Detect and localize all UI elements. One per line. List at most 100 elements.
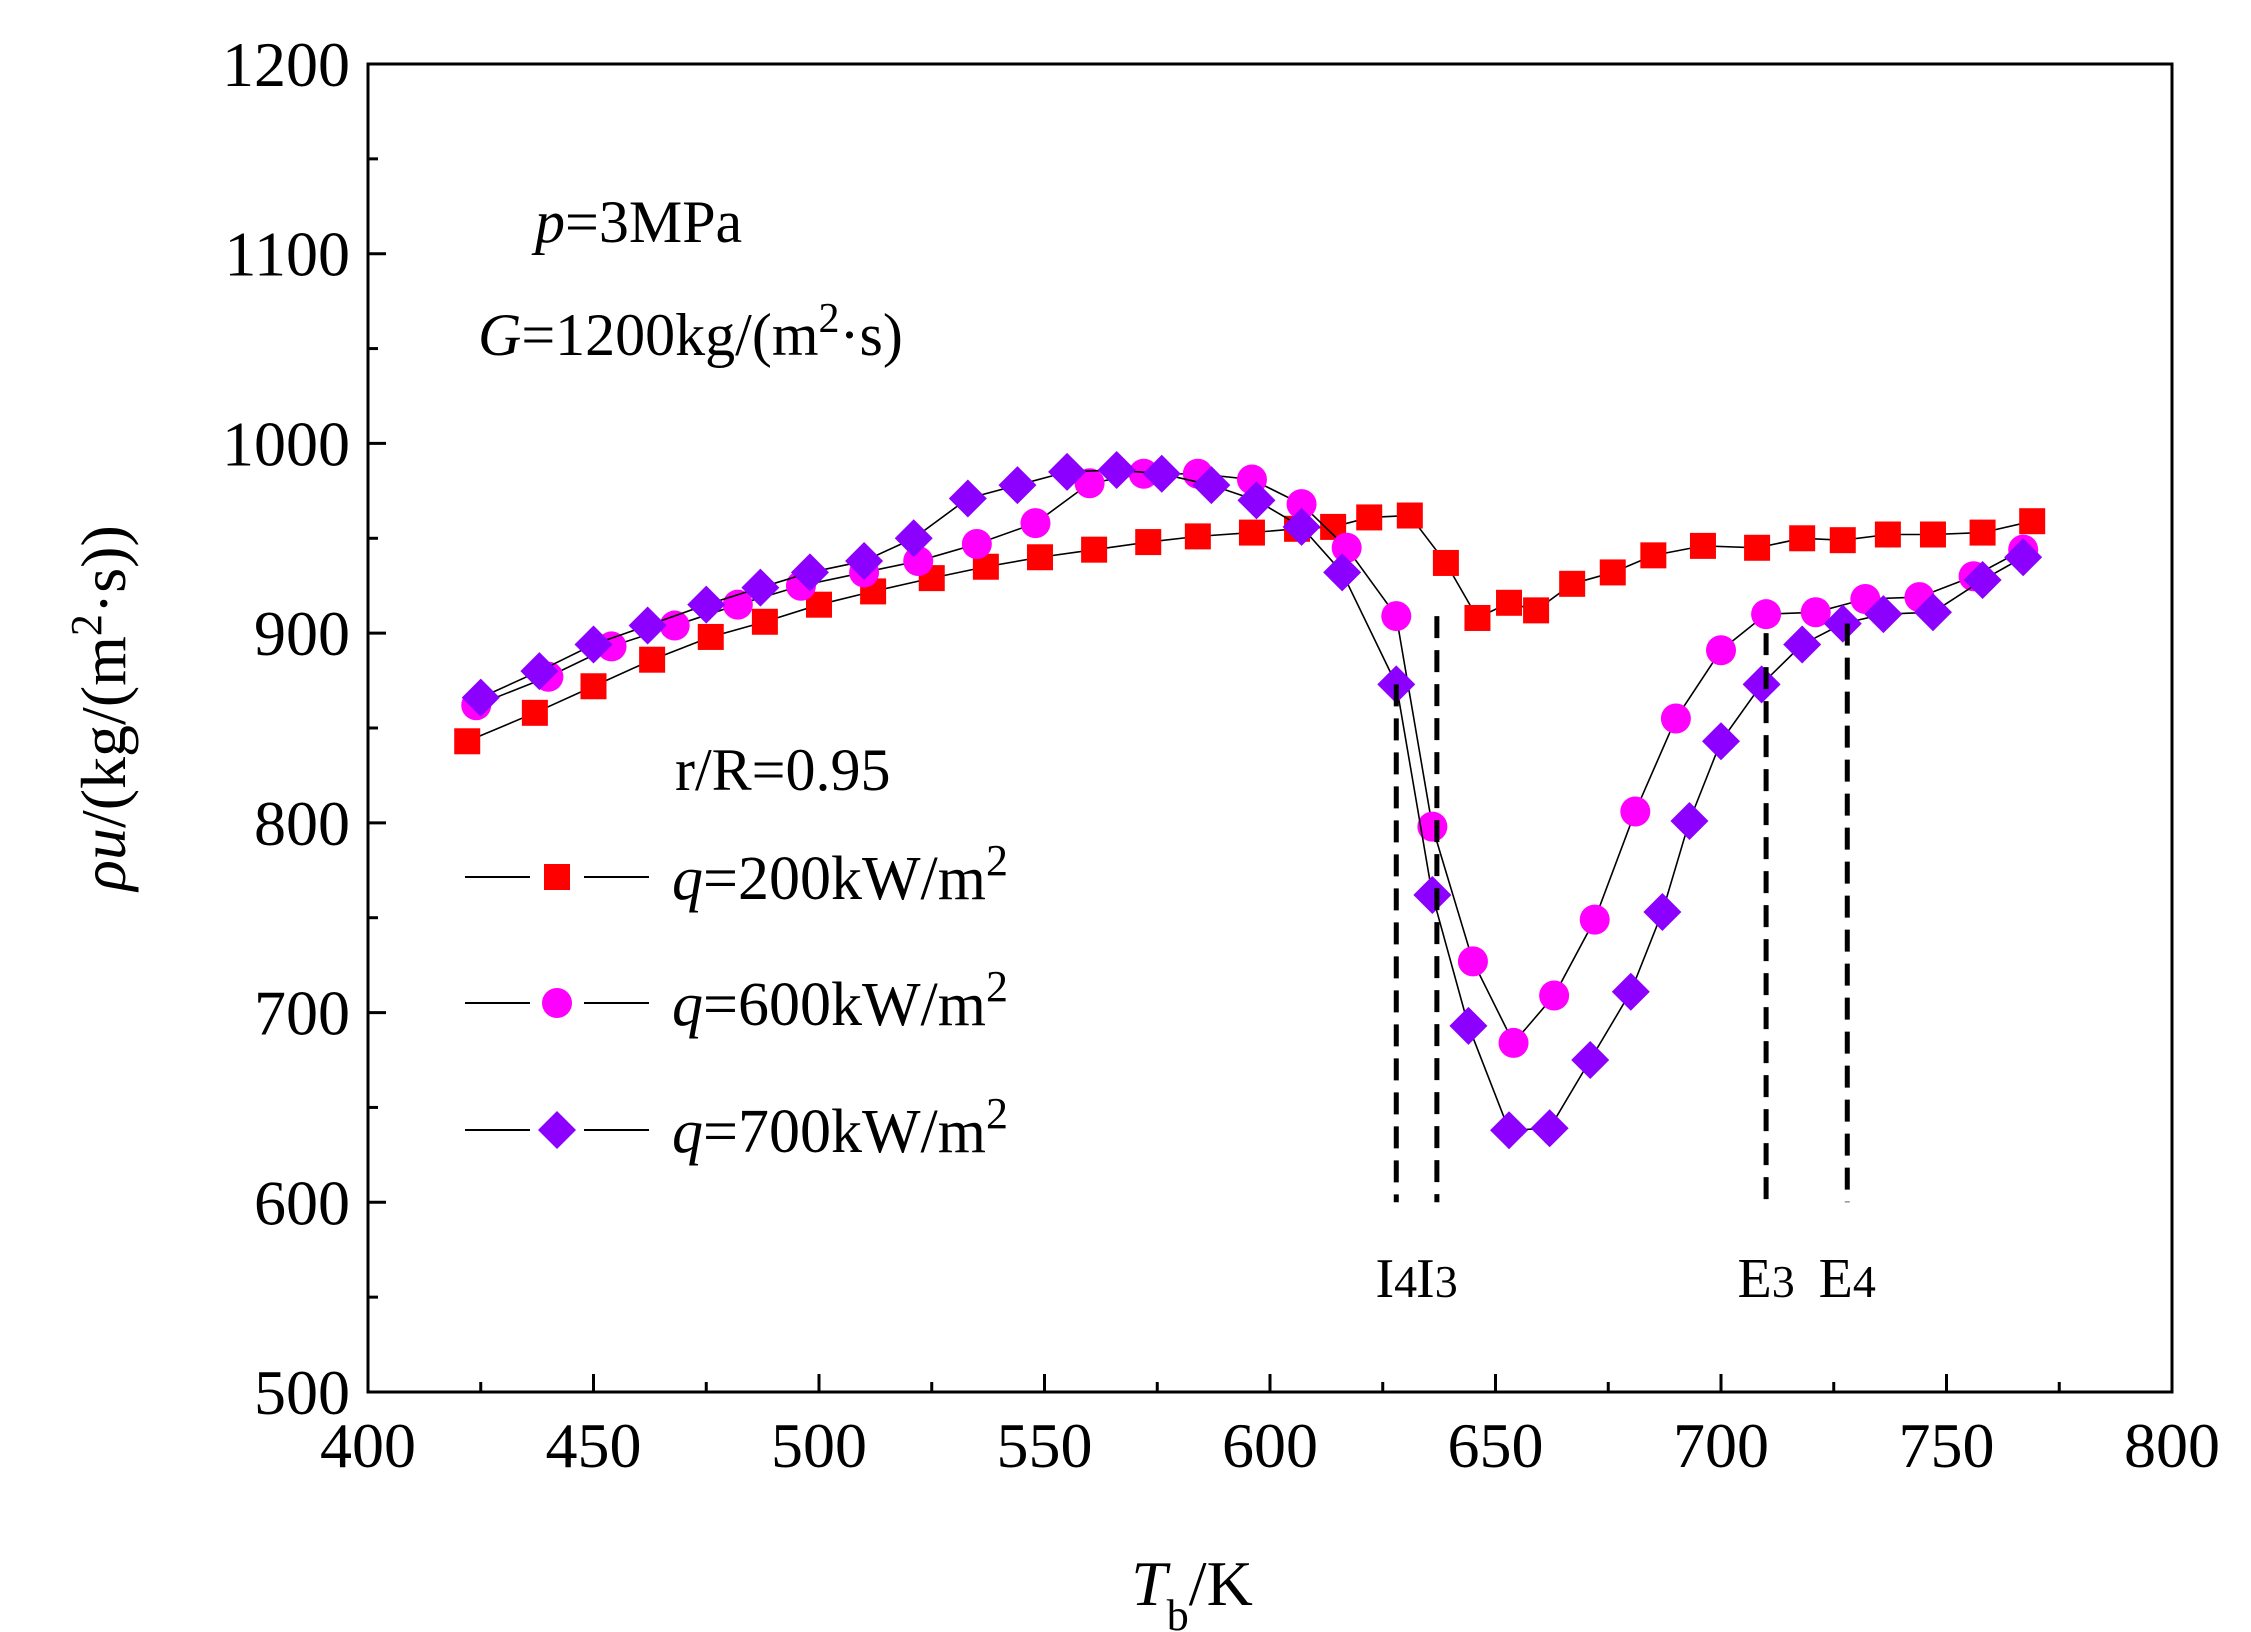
data-point <box>628 606 667 645</box>
y-tick-label: 1200 <box>222 29 350 100</box>
data-point <box>1670 801 1709 840</box>
data-point <box>1530 1109 1569 1148</box>
data-point <box>1323 553 1362 592</box>
legend-marker <box>544 864 570 890</box>
y-tick-label: 600 <box>254 1167 350 1238</box>
y-axis-title: ρu/(kg/(m2·s)) <box>62 525 140 893</box>
data-point <box>1237 481 1276 520</box>
data-point <box>2004 538 2043 577</box>
data-point <box>1498 1027 1529 1058</box>
data-point <box>1559 570 1586 597</box>
x-tick-label: 750 <box>1899 1410 1995 1481</box>
mass-flux-sup: 2 <box>819 296 840 342</box>
x-tick-label: 800 <box>2124 1410 2220 1481</box>
data-point <box>1081 536 1108 563</box>
x-tick-label: 650 <box>1448 1410 1544 1481</box>
series-square <box>454 502 2046 755</box>
mass-flux-tail: ·s) <box>840 302 903 368</box>
y-tick-label: 700 <box>254 978 350 1049</box>
data-point <box>1238 519 1265 546</box>
data-point <box>1823 604 1862 643</box>
radius-annotation: r/R=0.95 <box>675 737 891 803</box>
x-tick-label: 400 <box>320 1410 416 1481</box>
data-point <box>1413 875 1452 914</box>
pressure-annotation: p=3MPa <box>531 189 742 255</box>
mass-flux-annotation: G=1200kg/(m2·s) <box>478 296 903 368</box>
data-point <box>1490 1111 1529 1150</box>
tick-labels: 400 450 500 550 600 650 700 750 800 500 600 700 800 9… <box>222 29 2220 1481</box>
data-point <box>1702 722 1740 761</box>
y-tick-label: 900 <box>254 598 350 669</box>
data-point <box>1689 532 1716 559</box>
data-point <box>790 553 829 592</box>
data-point <box>1396 502 1423 529</box>
legend-label: q=600kW/m2 <box>672 962 1008 1040</box>
data-point <box>1048 452 1087 491</box>
y-axis-sup: 2 <box>62 614 111 636</box>
data-point <box>454 728 481 755</box>
legend-label: q=700kW/m2 <box>672 1089 1008 1167</box>
data-point <box>1599 559 1626 586</box>
data-point <box>1829 527 1856 554</box>
data-point <box>461 678 500 717</box>
plot-frame <box>366 62 2174 1394</box>
data-point <box>1579 904 1610 935</box>
data-point <box>894 519 933 558</box>
data-point <box>1919 521 1946 548</box>
x-axis-title: Tb/K <box>1131 1548 1253 1632</box>
legend: q=200kW/m2 q=600kW/m2 q=700kW/m2 <box>465 836 1008 1167</box>
data-point <box>1097 450 1136 489</box>
data-point <box>741 568 780 607</box>
data-point <box>1020 508 1051 539</box>
data-point <box>1864 595 1903 634</box>
pressure-var: p <box>531 189 565 255</box>
data-point <box>1184 523 1211 550</box>
x-tick-label: 500 <box>771 1410 867 1481</box>
data-point <box>1571 1041 1610 1079</box>
data-point <box>687 585 726 624</box>
y-axis-unit: /(kg/(m <box>68 636 139 828</box>
data-point <box>1331 532 1362 563</box>
transition-label-i3: I3 <box>1416 1248 1458 1310</box>
data-point <box>1640 542 1667 569</box>
y-axis-tail: ·s)) <box>68 525 139 614</box>
data-point <box>1611 972 1650 1011</box>
y-tick-label: 500 <box>254 1357 350 1428</box>
data-point <box>1432 549 1459 576</box>
data-point <box>1744 534 1771 561</box>
data-point <box>998 466 1037 505</box>
y-tick-label: 1000 <box>222 408 350 479</box>
data-point <box>1457 946 1488 977</box>
x-tick-label: 550 <box>997 1410 1093 1481</box>
data-point <box>1539 980 1570 1011</box>
mass-flux-var: G <box>478 302 521 368</box>
data-point <box>1963 561 2002 600</box>
data-point <box>1706 635 1736 666</box>
data-point <box>1874 521 1901 548</box>
y-tick-label: 1100 <box>224 219 350 290</box>
x-axis-sub: b <box>1167 1591 1189 1632</box>
transition-label-i4: I4 <box>1375 1248 1417 1310</box>
data-point <box>1282 507 1321 546</box>
x-tick-label: 600 <box>1222 1410 1318 1481</box>
data-point <box>1643 893 1682 932</box>
x-axis-unit: /K <box>1189 1548 1253 1619</box>
data-point <box>948 479 987 518</box>
data-point <box>1751 599 1782 630</box>
data-point <box>580 673 607 700</box>
legend-marker <box>538 1111 576 1149</box>
data-point <box>520 652 559 691</box>
data-point <box>1464 604 1491 631</box>
data-point <box>1969 519 1996 546</box>
data-point <box>521 699 548 726</box>
data-point <box>1026 544 1053 571</box>
data-point <box>1620 796 1651 827</box>
data-point <box>1913 593 1952 632</box>
data-point <box>639 646 666 673</box>
data-point <box>1192 466 1231 505</box>
data-point <box>2019 508 2046 535</box>
data-point <box>1783 625 1822 664</box>
data-point <box>1142 454 1181 493</box>
y-tick-label: 800 <box>254 788 350 859</box>
